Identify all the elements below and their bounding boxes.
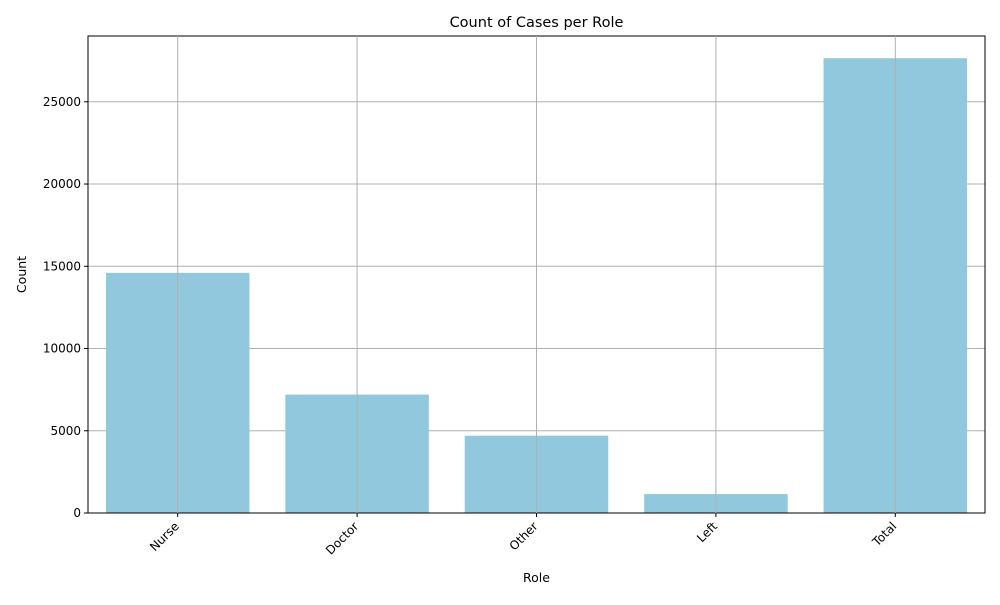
x-tick-label: Doctor [323, 519, 361, 557]
chart-title: Count of Cases per Role [450, 15, 624, 31]
x-tick-label: Other [507, 519, 541, 553]
y-tick-label: 25000 [43, 95, 81, 109]
y-tick-label: 20000 [43, 177, 81, 191]
x-tick-label: Left [694, 519, 720, 545]
x-axis-label: Role [523, 570, 550, 585]
y-tick-label: 5000 [50, 424, 81, 438]
y-tick-label: 0 [73, 506, 81, 520]
y-tick-label: 10000 [43, 342, 81, 356]
y-tick-label: 15000 [43, 259, 81, 273]
x-tick-label: Total [869, 519, 899, 549]
y-axis-label: Count [14, 256, 29, 293]
x-tick-label: Nurse [147, 519, 182, 554]
